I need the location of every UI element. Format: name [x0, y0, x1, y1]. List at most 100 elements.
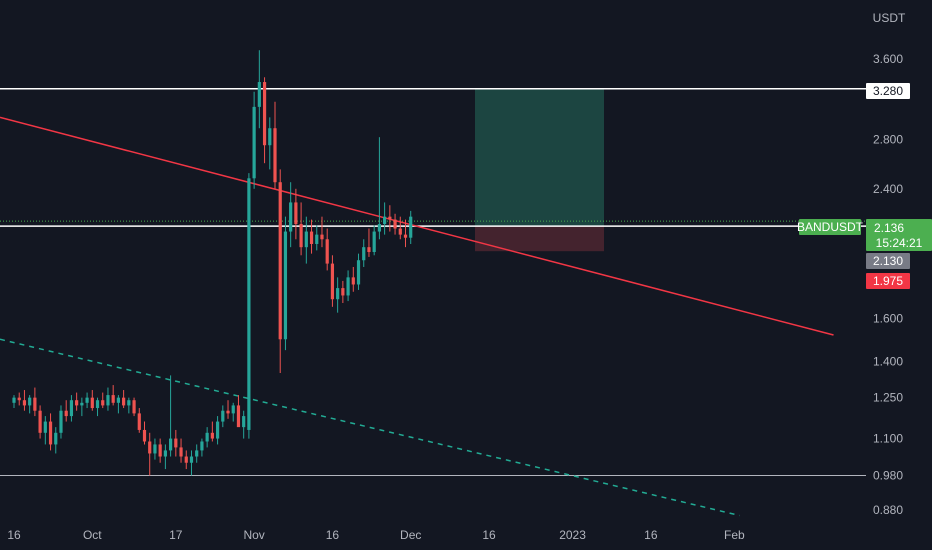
candle: [383, 202, 387, 235]
candle: [315, 225, 319, 251]
candle-body: [330, 263, 335, 300]
candle: [268, 117, 272, 170]
candle-body: [325, 239, 329, 264]
candle: [226, 400, 230, 419]
candle-body: [101, 400, 105, 406]
candle: [309, 219, 314, 254]
stop-loss-tag-bg: [866, 273, 910, 289]
stop-price-tag-bg: [866, 253, 910, 269]
candle: [252, 91, 256, 189]
stop-loss-tag: 1.975: [866, 273, 910, 289]
candle-body: [252, 106, 256, 179]
candle: [341, 280, 345, 303]
candle-body: [184, 456, 188, 463]
candle-body: [262, 82, 267, 146]
candle-body: [362, 247, 366, 261]
candle: [43, 416, 47, 445]
y-tick-label: 2.400: [873, 182, 903, 196]
trendlines[interactable]: [0, 116, 834, 517]
candle: [231, 402, 235, 422]
candle-body: [409, 216, 413, 238]
candle-body: [367, 247, 371, 253]
stop-zone[interactable]: [475, 226, 604, 252]
long-position-box[interactable]: [475, 88, 604, 252]
candles: [12, 50, 413, 476]
last-price-tag-bg: [866, 219, 932, 251]
candle-body: [236, 405, 241, 428]
resistance-price-tag-text: 3.280: [873, 84, 903, 98]
time-axis[interactable]: 16 Oct 17 Nov 16 Dec 16 2023 16 Feb: [7, 528, 745, 542]
last-price-tag: [866, 219, 932, 251]
candle-body: [179, 447, 183, 457]
candle-body: [372, 231, 376, 253]
candle-body: [393, 219, 397, 229]
candle: [273, 101, 277, 189]
candle-body: [75, 400, 79, 406]
candle-body: [383, 216, 387, 225]
candle-body: [43, 421, 47, 433]
candle: [398, 216, 402, 240]
candle-body: [127, 400, 131, 406]
candle: [367, 228, 371, 257]
candle: [377, 137, 381, 240]
y-tick-label: 1.100: [873, 432, 903, 446]
candle: [393, 213, 397, 235]
candle-body: [59, 410, 63, 433]
symbol-tag-bg: [799, 219, 861, 235]
x-tick-label: Nov: [243, 528, 264, 542]
horizontal-levels[interactable]: [0, 88, 866, 477]
candle-body: [341, 288, 345, 296]
candle: [90, 390, 94, 411]
candle: [283, 216, 288, 351]
candle-body: [283, 231, 288, 340]
stop-price-tag: 2.130: [866, 253, 910, 269]
candle-body: [351, 277, 355, 285]
resistance-price-tag-bg: [866, 83, 910, 99]
y-tick-label: 0.980: [873, 469, 903, 483]
dashed-trendline[interactable]: [0, 338, 740, 517]
candle: [137, 408, 141, 433]
candle: [106, 387, 110, 411]
candle-body: [268, 128, 272, 146]
candle-body: [95, 400, 100, 409]
candle: [33, 387, 37, 417]
stop-price-tag-text: 2.130: [873, 254, 903, 268]
candle-body: [132, 400, 136, 414]
candle: [278, 169, 282, 374]
candle-body: [273, 128, 277, 183]
candle-body: [64, 410, 68, 417]
candle: [148, 432, 152, 476]
candle-body: [226, 410, 230, 414]
candle-body: [304, 231, 308, 248]
candle: [17, 392, 21, 406]
candle: [189, 450, 194, 476]
target-zone[interactable]: [475, 88, 604, 227]
candle-body: [299, 224, 303, 248]
trendline[interactable]: [0, 116, 834, 336]
candle: [101, 392, 105, 409]
candle-body: [169, 438, 173, 451]
candle-body: [215, 421, 220, 439]
x-tick-label: 16: [326, 528, 340, 542]
candle-body: [90, 397, 94, 409]
x-tick-label: 16: [7, 528, 21, 542]
candle: [80, 397, 84, 417]
candle: [320, 216, 324, 248]
candle: [336, 277, 340, 313]
candle-body: [289, 202, 293, 232]
candle-body: [315, 234, 319, 244]
y-tick-label: 1.600: [873, 312, 903, 326]
candle-body: [231, 405, 235, 414]
candle: [12, 395, 16, 409]
candle-body: [221, 410, 225, 422]
candle: [210, 421, 214, 442]
candle: [179, 438, 183, 463]
candle: [54, 427, 58, 454]
candle: [48, 413, 53, 451]
candle-body: [247, 178, 251, 430]
x-tick-label: 17: [169, 528, 183, 542]
candle: [215, 416, 220, 445]
price-axis[interactable]: USDT 3.600 2.800 2.400 1.600 1.400 1.250 1.100 0…: [873, 11, 906, 517]
candle-body: [403, 234, 408, 238]
